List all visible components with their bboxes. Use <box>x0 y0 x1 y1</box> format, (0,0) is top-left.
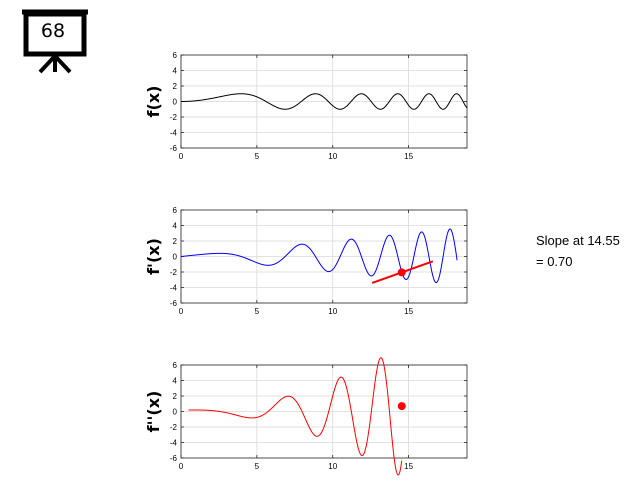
y-tick-label: 2 <box>173 237 178 246</box>
y-tick-label: 0 <box>173 253 178 262</box>
x-tick-label: 5 <box>255 462 260 471</box>
x-tick-label: 0 <box>179 462 184 471</box>
series-line <box>181 93 468 110</box>
marker-point <box>397 402 406 411</box>
slide-number: 68 <box>40 20 66 42</box>
series-line <box>188 357 403 476</box>
y-axis-label: f(x) <box>144 86 163 118</box>
marker-point <box>397 268 406 277</box>
y-axis-label: f''(x) <box>144 391 163 433</box>
y-tick-label: -6 <box>170 299 178 308</box>
y-tick-label: 2 <box>173 392 178 401</box>
y-tick-label: 0 <box>173 98 178 107</box>
x-tick-label: 15 <box>404 307 413 316</box>
y-tick-label: -2 <box>170 268 178 277</box>
x-tick-label: 15 <box>404 152 413 161</box>
x-tick-label: 0 <box>179 307 184 316</box>
y-tick-label: 6 <box>173 206 178 215</box>
y-tick-label: 0 <box>173 408 178 417</box>
x-tick-label: 10 <box>328 152 337 161</box>
slope-annotation-line1: Slope at 14.55 <box>536 233 620 248</box>
y-tick-label: 4 <box>173 377 178 386</box>
chart-f-double-prime: 0 5 10 15 -6 -4 -2 0 2 4 6 f''(x) <box>144 357 468 476</box>
slope-annotation-line2: = 0.70 <box>536 254 573 269</box>
x-tick-label: 0 <box>179 152 184 161</box>
y-tick-label: -2 <box>170 423 178 432</box>
presentation-board-icon <box>22 9 88 74</box>
y-axis-label: f'(x) <box>144 238 163 275</box>
y-tick-label: -6 <box>170 454 178 463</box>
slope-annotation: Slope at 14.55 = 0.70 <box>536 230 620 272</box>
x-tick-label: 5 <box>255 152 260 161</box>
y-tick-label: -6 <box>170 144 178 153</box>
x-tick-label: 5 <box>255 307 260 316</box>
x-tick-label: 15 <box>404 462 413 471</box>
y-tick-label: 6 <box>173 51 178 60</box>
y-tick-label: -4 <box>170 284 178 293</box>
y-tick-label: -4 <box>170 439 178 448</box>
chart-f: 0 5 10 15 -6 -4 -2 0 2 4 6 f(x) <box>144 51 468 161</box>
y-tick-label: 6 <box>173 361 178 370</box>
y-tick-label: 2 <box>173 82 178 91</box>
x-tick-label: 10 <box>328 462 337 471</box>
y-tick-label: -4 <box>170 129 178 138</box>
y-tick-label: 4 <box>173 67 178 76</box>
y-tick-label: -2 <box>170 113 178 122</box>
x-tick-label: 10 <box>328 307 337 316</box>
y-tick-label: 4 <box>173 222 178 231</box>
chart-f-prime: 0 5 10 15 -6 -4 -2 0 2 4 6 f'(x) <box>144 206 468 316</box>
